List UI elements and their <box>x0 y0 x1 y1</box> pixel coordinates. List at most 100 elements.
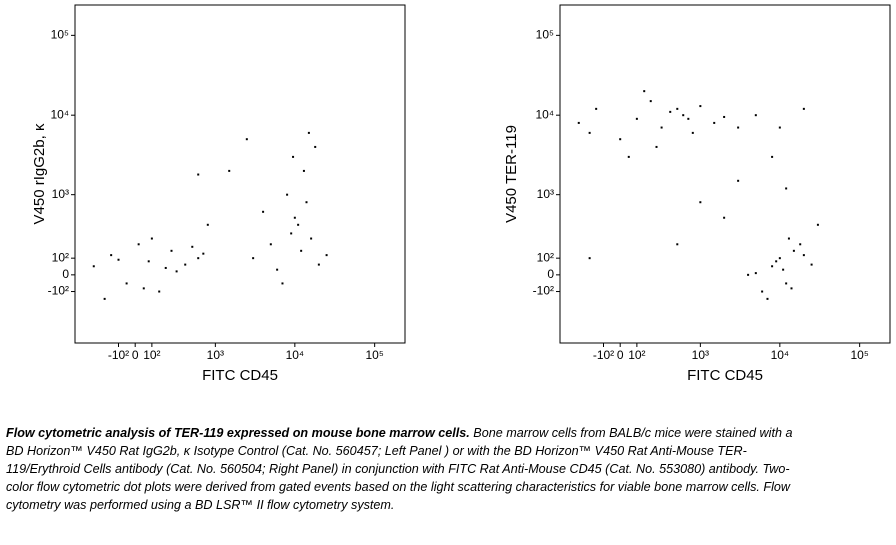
dot <box>682 114 685 117</box>
y-tick-label: 10⁴ <box>535 107 554 121</box>
dot <box>197 173 200 176</box>
dot <box>799 243 802 246</box>
dot <box>206 223 209 226</box>
y-tick-label: 10³ <box>537 187 554 201</box>
dot <box>778 126 781 129</box>
y-tick-label: -10² <box>533 284 554 298</box>
dot <box>771 155 774 158</box>
dot <box>810 263 813 266</box>
dot <box>588 131 591 134</box>
dot <box>245 138 248 141</box>
dot <box>170 249 173 252</box>
caption-text: Bone marrow cells from BALB/c mice were … <box>6 426 793 512</box>
dot <box>150 237 153 240</box>
dot <box>305 201 308 204</box>
dot <box>723 115 726 118</box>
dot <box>276 268 279 271</box>
x-tick-label: 10² <box>143 348 160 362</box>
y-tick-label: 10⁵ <box>51 28 69 42</box>
dot <box>754 272 757 275</box>
dot <box>619 138 622 141</box>
dot <box>676 107 679 110</box>
y-tick-label: 10⁵ <box>536 28 554 42</box>
dot <box>792 249 795 252</box>
y-tick-label: -10² <box>48 284 69 298</box>
dot <box>778 257 781 260</box>
dot <box>577 121 580 124</box>
y-tick-label: 10³ <box>52 187 69 201</box>
dot <box>627 155 630 158</box>
dot <box>164 266 167 269</box>
dot <box>228 169 231 172</box>
dot <box>775 260 778 263</box>
dot <box>643 90 646 93</box>
x-tick-label: -10² <box>593 348 614 362</box>
y-tick-label: 10⁴ <box>50 107 69 121</box>
x-tick-label: 10⁵ <box>850 348 868 362</box>
dot <box>286 193 289 196</box>
y-tick-label: 10² <box>52 250 69 264</box>
dot <box>699 201 702 204</box>
dot <box>588 257 591 260</box>
x-tick-label: 0 <box>617 348 624 362</box>
dot <box>649 100 652 103</box>
dot <box>175 270 178 273</box>
y-tick-label: 10² <box>537 250 554 264</box>
dot <box>747 273 750 276</box>
x-tick-label: 10⁴ <box>771 348 790 362</box>
x-tick-label: 10⁵ <box>365 348 383 362</box>
dot <box>782 268 785 271</box>
dot <box>281 282 284 285</box>
caption: Flow cytometric analysis of TER-119 expr… <box>6 424 806 514</box>
dot <box>184 263 187 266</box>
x-axis-title: FITC CD45 <box>202 367 278 384</box>
dot <box>269 243 272 246</box>
dot <box>699 105 702 108</box>
dot <box>785 282 788 285</box>
dot <box>142 287 145 290</box>
dot <box>802 254 805 257</box>
dot <box>252 257 255 260</box>
dot <box>737 126 740 129</box>
dot <box>754 114 757 117</box>
dot <box>158 290 161 293</box>
dot <box>655 145 658 148</box>
dot <box>660 126 663 129</box>
dot <box>290 232 293 235</box>
y-tick-label: 0 <box>547 267 554 281</box>
dot <box>103 297 106 300</box>
dot <box>110 254 113 257</box>
dot <box>310 237 313 240</box>
dot <box>325 254 328 257</box>
dot <box>785 187 788 190</box>
x-tick-label: 10⁴ <box>286 348 305 362</box>
caption-lead: Flow cytometric analysis of TER-119 expr… <box>6 426 470 440</box>
dot <box>669 110 672 113</box>
dot <box>737 179 740 182</box>
dot <box>300 249 303 252</box>
dot <box>137 243 140 246</box>
dot <box>713 121 716 124</box>
dot <box>723 216 726 219</box>
dot <box>787 237 790 240</box>
dot <box>117 258 120 261</box>
x-tick-label: 10³ <box>207 348 224 362</box>
dot <box>766 297 769 300</box>
y-tick-label: 0 <box>62 267 69 281</box>
plot-frame <box>559 4 891 344</box>
dot <box>92 265 95 268</box>
dot <box>302 169 305 172</box>
x-tick-label: 0 <box>132 348 139 362</box>
x-tick-label: 10² <box>628 348 645 362</box>
dot <box>147 260 150 263</box>
dot <box>293 216 296 219</box>
y-axis-title: V450 TER-119 <box>503 125 520 223</box>
dot <box>691 131 694 134</box>
plot-frame <box>74 4 406 344</box>
dot <box>314 145 317 148</box>
y-axis-title: V450 rIgG2b, κ <box>31 123 48 224</box>
dot <box>307 131 310 134</box>
dot <box>687 117 690 120</box>
